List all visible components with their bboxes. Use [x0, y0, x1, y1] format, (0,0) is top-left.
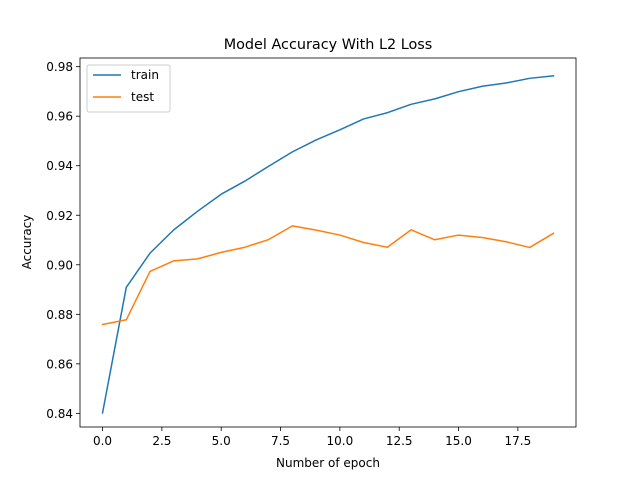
y-tick-label: 0.84 [46, 407, 73, 421]
plot-area [80, 58, 576, 427]
x-axis-ticks: 0.0 2.5 5.0 7.5 10.0 12.5 15.0 17.5 [93, 427, 531, 448]
legend-box [86, 64, 171, 113]
legend: train test [86, 64, 171, 113]
x-axis-label: Number of epoch [276, 456, 380, 470]
legend-label-test: test [131, 90, 154, 104]
y-tick-label: 0.96 [46, 110, 73, 124]
x-tick-label: 7.5 [271, 434, 290, 448]
y-axis-label: Accuracy [20, 215, 34, 270]
y-tick-label: 0.90 [46, 258, 73, 272]
x-tick-label: 5.0 [212, 434, 231, 448]
x-tick-label: 0.0 [93, 434, 112, 448]
x-tick-label: 12.5 [386, 434, 413, 448]
series-line-train [101, 75, 555, 414]
y-tick-label: 0.86 [46, 357, 73, 371]
y-tick-label: 0.88 [46, 308, 73, 322]
series-lines [101, 75, 555, 414]
x-tick-label: 10.0 [327, 434, 354, 448]
chart-title: Model Accuracy With L2 Loss [224, 37, 433, 53]
legend-label-train: train [131, 68, 159, 82]
x-tick-label: 17.5 [504, 434, 531, 448]
x-tick-label: 2.5 [152, 434, 171, 448]
y-tick-label: 0.98 [46, 60, 73, 74]
x-tick-label: 15.0 [445, 434, 472, 448]
y-tick-label: 0.92 [46, 209, 73, 223]
y-tick-label: 0.94 [46, 159, 73, 173]
y-axis-ticks: 0.84 0.86 0.88 0.90 0.92 0.94 0.96 0.98 [46, 60, 80, 421]
plot-frame [79, 57, 577, 428]
series-line-test [101, 225, 555, 326]
